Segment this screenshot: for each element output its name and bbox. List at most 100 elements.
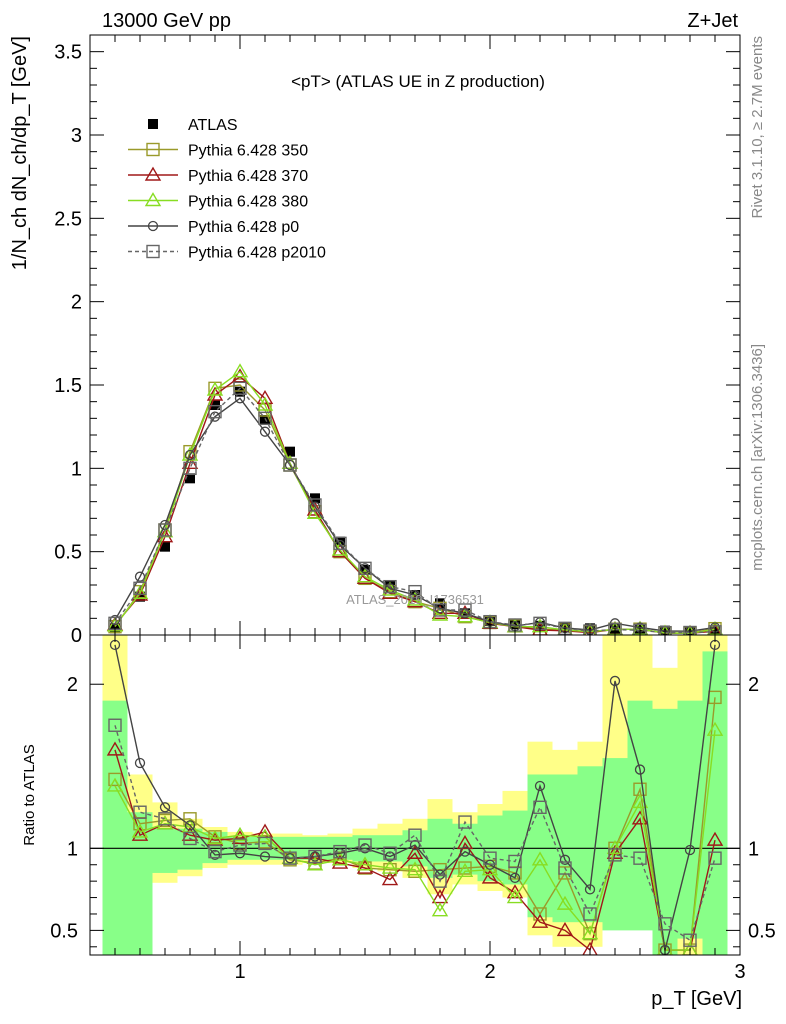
uncertainty-band-green bbox=[627, 700, 653, 931]
data-point-pythia-6-428-p0 bbox=[284, 459, 296, 471]
legend: ATLAS Pythia 6.428 350 Pythia 6.428 370 Pyt… bbox=[128, 117, 326, 262]
ratio-point-pythia-6-428-p0 bbox=[534, 780, 546, 792]
ratio-point-pythia-6-428-p0 bbox=[559, 854, 571, 865]
ratio-point-pythia-6-428-370 bbox=[631, 810, 649, 825]
legend-marker bbox=[146, 244, 160, 259]
uncertainty-band-green bbox=[452, 823, 478, 875]
legend-entry-pythia-6-428-p0: Pythia 6.428 p0 bbox=[128, 219, 299, 236]
data-point-pythia-6-428-380 bbox=[206, 381, 224, 396]
data-point-pythia-6-428-370 bbox=[356, 569, 374, 585]
data-point-pythia-6-428-p0 bbox=[459, 608, 471, 619]
ratio-point-pythia-6-428-370 bbox=[231, 830, 249, 845]
ratio-point-pythia-6-428-350 bbox=[383, 862, 397, 877]
ratio-point-pythia-6-428-380 bbox=[206, 830, 224, 845]
ratio-point-pythia-6-428-370 bbox=[406, 844, 424, 859]
data-point-pythia-6-428-p2010 bbox=[658, 625, 672, 635]
legend-label: Pythia 6.428 p0 bbox=[188, 219, 299, 236]
ratio-point-pythia-6-428-380 bbox=[606, 839, 624, 855]
ratio-point-pythia-6-428-380 bbox=[156, 815, 174, 830]
ratio-y-tick-label: 0.5 bbox=[50, 920, 78, 942]
ratio-point-pythia-6-428-380 bbox=[131, 823, 149, 838]
legend-marker bbox=[144, 192, 162, 207]
data-point-pythia-6-428-380 bbox=[231, 363, 249, 378]
data-point-pythia-6-428-p2010 bbox=[583, 624, 597, 635]
ratio-point-pythia-6-428-p2010 bbox=[533, 800, 547, 815]
data-point-pythia-6-428-p2010 bbox=[333, 536, 347, 551]
ratio-point-pythia-6-428-350 bbox=[533, 907, 547, 921]
ratio-point-pythia-6-428-p2010 bbox=[658, 917, 672, 931]
data-point-pythia-6-428-p2010 bbox=[233, 381, 247, 396]
data-point-pythia-6-428-p2010 bbox=[258, 411, 272, 426]
ratio-point-pythia-6-428-380 bbox=[481, 861, 499, 876]
ratio-y-tick-label: 1 bbox=[67, 838, 78, 860]
data-point-pythia-6-428-380 bbox=[583, 623, 597, 635]
ratio-point-pythia-6-428-370 bbox=[181, 826, 199, 841]
ratio-point-pythia-6-428-p0 bbox=[234, 848, 246, 859]
ratio-point-pythia-6-428-380 bbox=[682, 941, 698, 955]
ratio-point-pythia-6-428-370 bbox=[131, 826, 149, 841]
ratio-point-pythia-6-428-p0 bbox=[459, 846, 471, 857]
data-point-pythia-6-428-p2010 bbox=[308, 498, 322, 512]
legend-marker bbox=[148, 119, 158, 129]
data-point-pythia-6-428-p2010 bbox=[133, 581, 147, 596]
legend-marker bbox=[144, 166, 162, 181]
process-label: Z+Jet bbox=[687, 10, 738, 32]
ratio-point-pythia-6-428-p2010 bbox=[708, 851, 722, 865]
ratio-x-axis-label: p_T [GeV] bbox=[651, 988, 742, 1010]
ratio-point-pythia-6-428-380 bbox=[406, 861, 424, 876]
data-point-pythia-6-428-380 bbox=[658, 624, 672, 635]
legend-entry-pythia-6-428-350: Pythia 6.428 350 bbox=[128, 143, 308, 160]
data-point-pythia-6-428-p0 bbox=[259, 426, 271, 437]
uncertainty-band-green bbox=[127, 812, 153, 955]
x-tick-label: 3 bbox=[734, 961, 745, 983]
uncertainty-band-green bbox=[602, 758, 628, 931]
mcplots-label: mcplots.cern.ch [arXiv:1306.3436] bbox=[749, 344, 766, 571]
data-point-pythia-6-428-p0 bbox=[134, 571, 146, 582]
data-point-pythia-6-428-p0 bbox=[184, 449, 196, 461]
y-tick-label: 2 bbox=[71, 292, 82, 314]
y-tick-label: 3.5 bbox=[54, 42, 82, 64]
ratio-point-pythia-6-428-380 bbox=[581, 925, 599, 940]
ratio-y-tick-label: 2 bbox=[67, 674, 78, 696]
ratio-point-pythia-6-428-p0 bbox=[359, 843, 371, 854]
y-tick-label: 1 bbox=[71, 458, 82, 480]
ratio-point-pythia-6-428-350 bbox=[408, 864, 422, 879]
uncertainty-band-green bbox=[677, 700, 703, 939]
ratio-point-pythia-6-428-p2010 bbox=[208, 844, 222, 859]
ratio-point-pythia-6-428-380 bbox=[331, 851, 349, 866]
data-point-pythia-6-428-p2010 bbox=[283, 458, 297, 472]
ratio-point-pythia-6-428-380 bbox=[456, 862, 474, 878]
data-point-atlas bbox=[260, 415, 270, 425]
ratio-point-pythia-6-428-p2010 bbox=[458, 815, 472, 829]
legend-entry-pythia-6-428-370: Pythia 6.428 370 bbox=[128, 166, 308, 185]
ratio-point-pythia-6-428-380 bbox=[657, 941, 673, 955]
ratio-point-pythia-6-428-370 bbox=[606, 844, 624, 859]
ratio-y-tick-label-right: 2 bbox=[748, 674, 759, 696]
ratio-point-pythia-6-428-380 bbox=[431, 902, 449, 917]
ratio-point-pythia-6-428-p0 bbox=[384, 851, 396, 862]
ratio-point-pythia-6-428-380 bbox=[506, 889, 524, 904]
data-point-pythia-6-428-p2010 bbox=[608, 622, 622, 635]
legend-marker bbox=[146, 142, 160, 157]
y-tick-label: 1.5 bbox=[54, 375, 82, 397]
ratio-point-pythia-6-428-p2010 bbox=[508, 854, 522, 869]
ratio-point-pythia-6-428-p2010 bbox=[633, 851, 647, 865]
ratio-point-pythia-6-428-p0 bbox=[209, 849, 221, 861]
data-point-atlas bbox=[285, 446, 295, 457]
data-point-pythia-6-428-380 bbox=[431, 606, 449, 621]
ratio-point-pythia-6-428-p0 bbox=[184, 820, 196, 831]
y-tick-label: 2.5 bbox=[54, 208, 82, 230]
ratio-point-pythia-6-428-370 bbox=[531, 913, 549, 928]
ratio-point-pythia-6-428-350 bbox=[458, 861, 472, 875]
legend-label: Pythia 6.428 370 bbox=[188, 168, 308, 185]
data-point-atlas bbox=[485, 615, 495, 626]
ratio-point-pythia-6-428-p2010 bbox=[308, 849, 322, 864]
data-point-pythia-6-428-370 bbox=[406, 593, 424, 608]
main-y-axis-label: 1/N_ch dN_ch/dp_T [GeV] bbox=[9, 36, 31, 270]
data-point-pythia-6-428-p2010 bbox=[708, 625, 722, 635]
ratio-point-pythia-6-428-370 bbox=[481, 869, 499, 884]
data-point-pythia-6-428-p0 bbox=[359, 563, 371, 574]
ratio-point-pythia-6-428-p0 bbox=[159, 802, 171, 813]
ratio-y-axis-label: Ratio to ATLAS bbox=[21, 744, 38, 845]
uncertainty-band-green bbox=[102, 700, 128, 955]
